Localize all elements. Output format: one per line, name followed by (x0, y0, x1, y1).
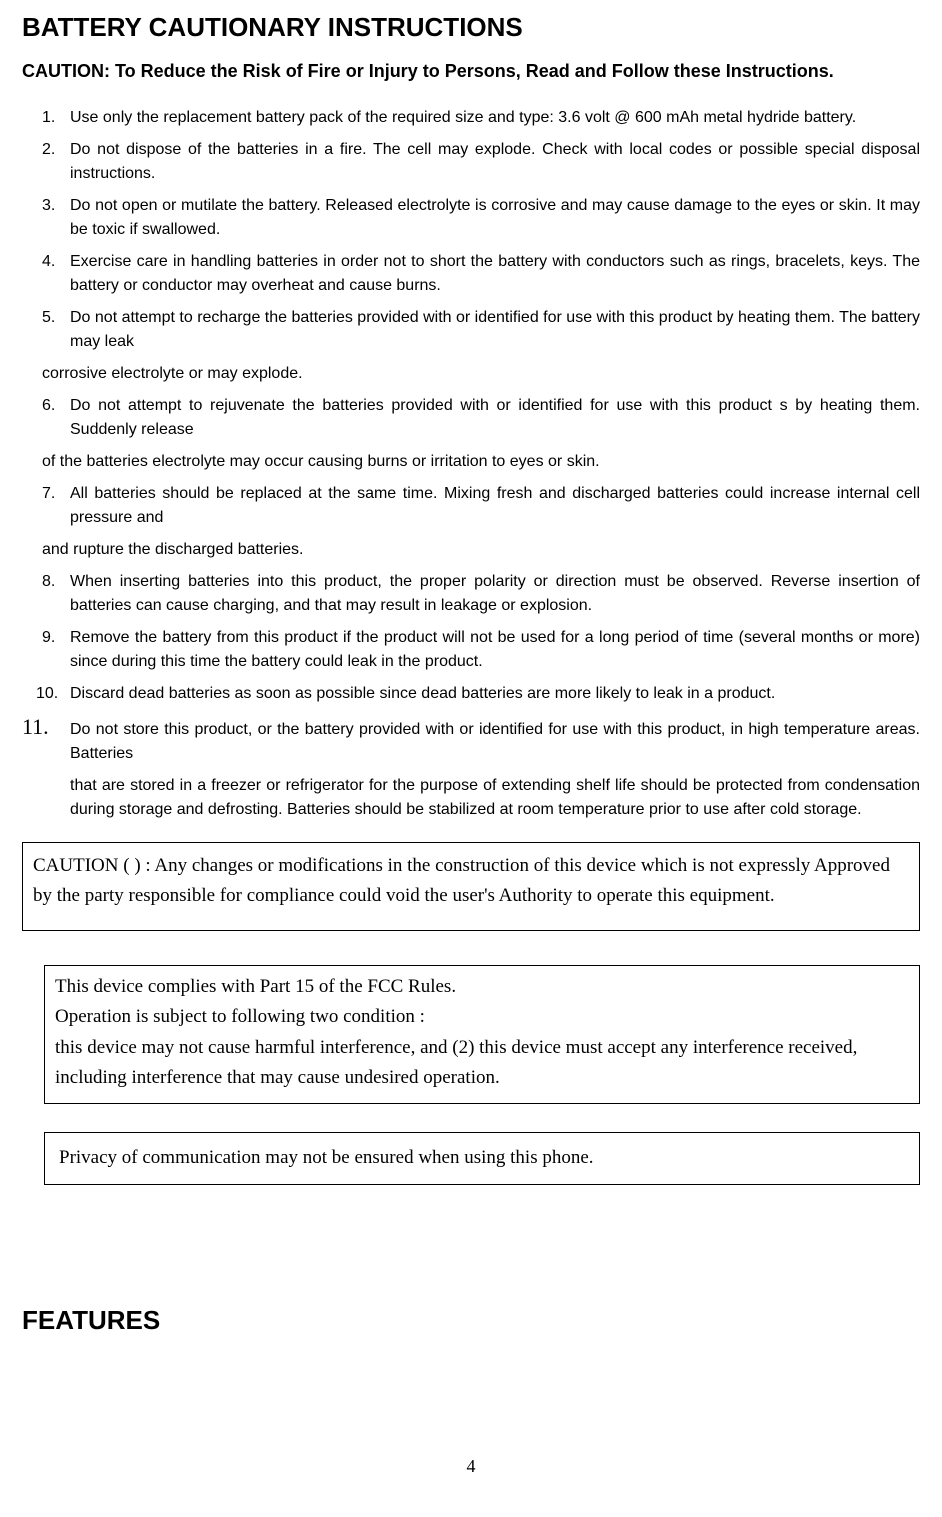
fcc-line: This device complies with Part 15 of the… (55, 972, 909, 1002)
list-item: 1. Use only the replacement battery pack… (42, 106, 920, 130)
list-item: 11. Do not store this product, or the ba… (42, 714, 920, 766)
item-text: Do not attempt to recharge the batteries… (70, 306, 920, 354)
item-number: 4. (42, 250, 70, 298)
item-text: Remove the battery from this product if … (70, 626, 920, 674)
item-text: Use only the replacement battery pack of… (70, 106, 920, 130)
item-text: corrosive electrolyte or may explode. (42, 362, 920, 386)
list-item: 6. Do not attempt to rejuvenate the batt… (42, 394, 920, 442)
item-text: Do not store this product, or the batter… (70, 714, 920, 766)
list-item: 7. All batteries should be replaced at t… (42, 482, 920, 530)
item-number: 9. (42, 626, 70, 674)
fcc-line: this device may not cause harmful interf… (55, 1033, 909, 1094)
fcc-compliance-box: This device complies with Part 15 of the… (44, 965, 920, 1105)
item-number: 11. (22, 714, 70, 766)
list-item: 10. Discard dead batteries as soon as po… (36, 682, 920, 706)
instructions-list: 1. Use only the replacement battery pack… (22, 106, 920, 822)
list-item: 2. Do not dispose of the batteries in a … (42, 138, 920, 186)
item-text: When inserting batteries into this produ… (70, 570, 920, 618)
item-number: 6. (42, 394, 70, 442)
list-item: 5. Do not attempt to recharge the batter… (42, 306, 920, 354)
item-text: Do not open or mutilate the battery. Rel… (70, 194, 920, 242)
fcc-line: Operation is subject to following two co… (55, 1002, 909, 1032)
list-item: 9. Remove the battery from this product … (42, 626, 920, 674)
item-text: of the batteries electrolyte may occur c… (42, 450, 920, 474)
item-text: and rupture the discharged batteries. (42, 538, 920, 562)
list-item-continuation: and rupture the discharged batteries. (42, 538, 920, 562)
item-number: 10. (36, 682, 70, 706)
caution-box: CAUTION ( ) : Any changes or modificatio… (22, 842, 920, 931)
item-text: Do not attempt to rejuvenate the batteri… (70, 394, 920, 442)
features-heading: FEATURES (22, 1305, 920, 1336)
item-number: 2. (42, 138, 70, 186)
item-number: 8. (42, 570, 70, 618)
item-text: Do not dispose of the batteries in a fir… (70, 138, 920, 186)
page-number: 4 (22, 1456, 920, 1477)
list-item-continuation: of the batteries electrolyte may occur c… (42, 450, 920, 474)
item-number: 3. (42, 194, 70, 242)
item-text: Discard dead batteries as soon as possib… (70, 682, 920, 706)
privacy-box: Privacy of communication may not be ensu… (44, 1132, 920, 1184)
item-number: 5. (42, 306, 70, 354)
item-number: 1. (42, 106, 70, 130)
item-text-continuation: that are stored in a freezer or refriger… (42, 774, 920, 822)
list-item: 8. When inserting batteries into this pr… (42, 570, 920, 618)
item-text: All batteries should be replaced at the … (70, 482, 920, 530)
item-number: 7. (42, 482, 70, 530)
list-item-continuation: corrosive electrolyte or may explode. (42, 362, 920, 386)
item-text: Exercise care in handling batteries in o… (70, 250, 920, 298)
list-item: 4. Exercise care in handling batteries i… (42, 250, 920, 298)
page-title: BATTERY CAUTIONARY INSTRUCTIONS (22, 12, 920, 43)
caution-subtitle: CAUTION: To Reduce the Risk of Fire or I… (22, 61, 920, 82)
list-item: 3. Do not open or mutilate the battery. … (42, 194, 920, 242)
